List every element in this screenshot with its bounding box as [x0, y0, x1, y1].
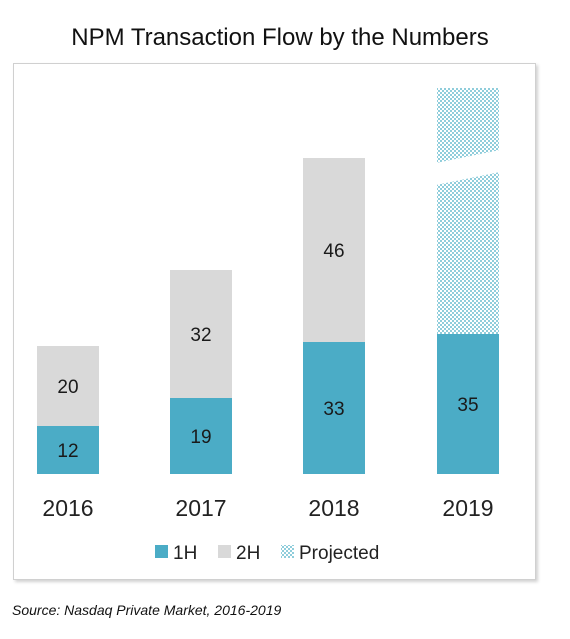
- source-note: Source: Nasdaq Private Market, 2016-2019: [12, 602, 282, 618]
- bar-2h-2018: [303, 158, 365, 342]
- legend-label-2: Projected: [299, 543, 379, 564]
- axis-break-2019: [436, 150, 500, 185]
- legend-swatch-2: [281, 545, 294, 558]
- legend-swatch-0: [155, 545, 168, 558]
- bar-1h-2016: [37, 426, 99, 474]
- data-label-1h-2016: 12: [57, 441, 78, 462]
- x-tick-2019: 2019: [442, 495, 493, 521]
- data-label-1h-2017: 19: [190, 427, 211, 448]
- x-tick-2018: 2018: [308, 495, 359, 521]
- legend-label-0: 1H: [173, 543, 197, 564]
- data-label-1h-2019: 35: [457, 395, 478, 416]
- legend-swatch-1: [218, 545, 231, 558]
- data-label-2h-2017: 32: [190, 325, 211, 346]
- bar-1h-2019: [437, 334, 499, 474]
- bar-1h-2018: [303, 342, 365, 474]
- x-tick-2017: 2017: [175, 495, 226, 521]
- legend-label-1: 2H: [236, 543, 260, 564]
- bar-2h-2016: [37, 346, 99, 426]
- chart-title: NPM Transaction Flow by the Numbers: [71, 24, 489, 51]
- bar-2h-2017: [170, 270, 232, 398]
- data-label-1h-2018: 33: [323, 399, 344, 420]
- x-tick-2016: 2016: [42, 495, 93, 521]
- data-label-2h-2016: 20: [57, 377, 78, 398]
- bar-projected-2019: [437, 88, 499, 334]
- data-label-2h-2018: 46: [323, 241, 344, 262]
- bar-1h-2017: [170, 398, 232, 474]
